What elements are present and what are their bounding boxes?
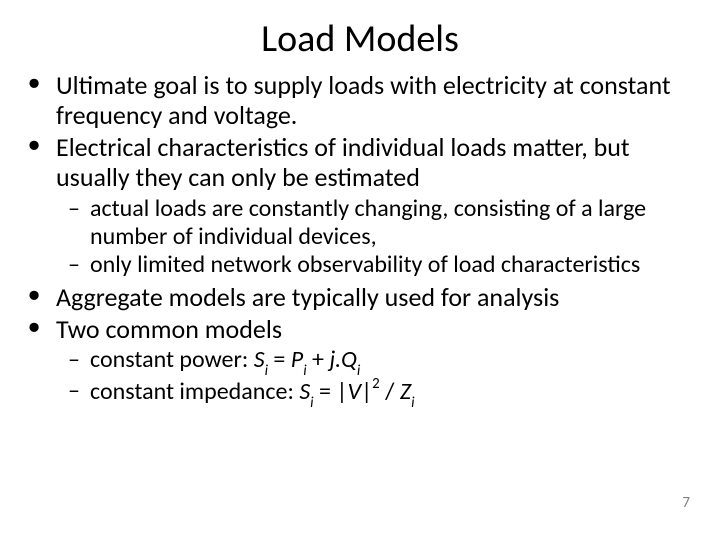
formula-cp-Q: Q bbox=[341, 345, 357, 374]
bullet-item-1: Ultimate goal is to supply loads with el… bbox=[56, 70, 702, 130]
sub-item-2-1: actual loads are constantly changing, co… bbox=[90, 195, 702, 252]
page-number: 7 bbox=[682, 494, 690, 512]
bullet-item-4: Two common models constant power: Si = P… bbox=[56, 314, 702, 410]
bullet-list: Ultimate goal is to supply loads with el… bbox=[18, 70, 702, 410]
formula-ci-V: V bbox=[347, 377, 361, 406]
sub-item-4-2: constant impedance: Si = |V|2 / Zi bbox=[90, 377, 702, 409]
formula-cp-i3: i bbox=[357, 361, 360, 379]
formula-cp-S: S bbox=[254, 345, 265, 374]
slide-title: Load Models bbox=[18, 16, 702, 62]
formula-cp-i1: i bbox=[265, 361, 268, 379]
formula-cp-P: P bbox=[291, 345, 303, 374]
formula-cp-i2: i bbox=[303, 361, 306, 379]
formula-ci-Z: Z bbox=[400, 377, 411, 406]
sublist-2: actual loads are constantly changing, co… bbox=[56, 195, 702, 280]
formula-ci-bar: | bbox=[361, 377, 372, 406]
sub-item-4-1: constant power: Si = Pi + j.Qi bbox=[90, 346, 702, 377]
formula-ci-eq: = | bbox=[314, 377, 348, 406]
formula-ci-i2: i bbox=[411, 393, 414, 411]
constant-power-label: constant power: bbox=[90, 345, 254, 374]
formula-cp-eq: = bbox=[268, 345, 291, 374]
formula-ci-i1: i bbox=[310, 393, 313, 411]
bullet-item-2: Electrical characteristics of individual… bbox=[56, 132, 702, 279]
bullet-item-2-text: Electrical characteristics of individual… bbox=[56, 131, 630, 193]
formula-ci-two: 2 bbox=[372, 374, 380, 392]
sublist-4: constant power: Si = Pi + j.Qi constant … bbox=[56, 346, 702, 410]
bullet-item-4-text: Two common models bbox=[56, 313, 282, 345]
slide: Load Models Ultimate goal is to supply l… bbox=[0, 0, 720, 540]
formula-cp-j: j. bbox=[329, 345, 341, 374]
formula-ci-S: S bbox=[299, 377, 310, 406]
constant-impedance-label: constant impedance: bbox=[90, 377, 299, 406]
sub-item-2-2: only limited network observability of lo… bbox=[90, 251, 702, 279]
formula-ci-slash: / bbox=[380, 377, 400, 406]
bullet-item-3: Aggregate models are typically used for … bbox=[56, 282, 702, 312]
formula-cp-plus: + bbox=[307, 345, 330, 374]
